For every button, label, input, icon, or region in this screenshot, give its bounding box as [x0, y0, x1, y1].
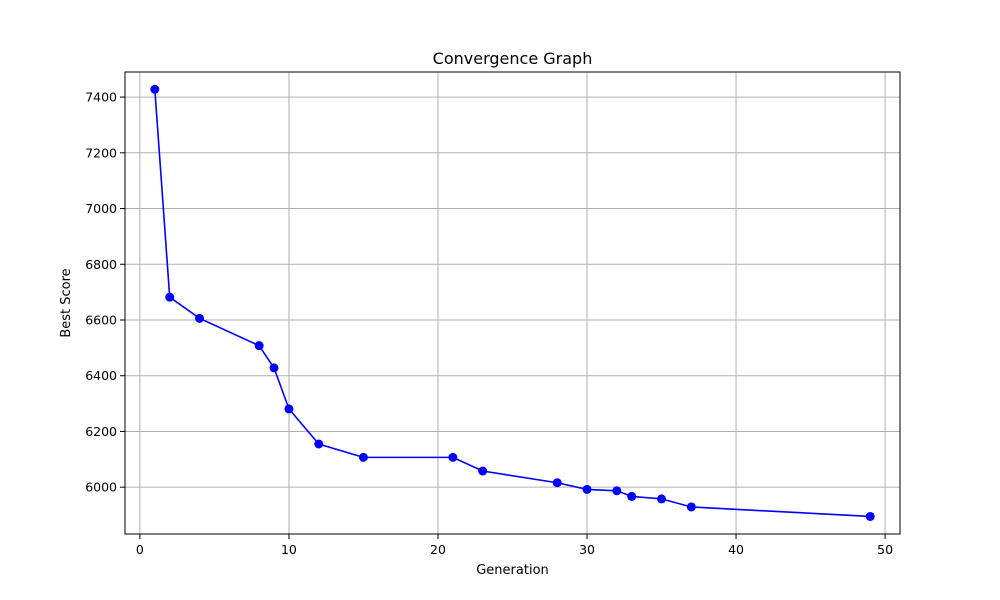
x-tick-label: 50: [877, 542, 893, 557]
data-point: [269, 363, 279, 373]
data-point: [195, 313, 205, 323]
data-point: [284, 404, 294, 414]
data-point: [448, 452, 458, 462]
y-tick-label: 6400: [85, 368, 117, 383]
data-point: [686, 502, 696, 512]
x-tick-label: 20: [430, 542, 446, 557]
y-axis-label: Best Score: [59, 268, 74, 337]
plot-area-frame: [124, 71, 901, 535]
data-point: [150, 84, 160, 94]
y-tick-label: 6600: [85, 312, 117, 327]
data-points: [150, 84, 875, 521]
x-tick-label: 30: [579, 542, 595, 557]
data-point: [165, 292, 175, 302]
y-tick-label: 7200: [85, 145, 117, 160]
x-tick-label: 0: [136, 542, 144, 557]
y-tick-label: 6800: [85, 257, 117, 272]
data-point: [865, 511, 875, 521]
series-line: [154, 89, 871, 518]
chart-title: Convergence Graph: [433, 49, 593, 68]
data-point: [358, 452, 368, 462]
x-tick-label: 10: [281, 542, 297, 557]
data-point: [314, 439, 324, 449]
y-tick-label: 7400: [85, 90, 117, 105]
y-tick-label: 6000: [85, 480, 117, 495]
x-tick-label: 40: [728, 542, 744, 557]
y-axis-ticks: 6000 6200 6400 6600 6800 7000 7200 7400: [85, 90, 125, 495]
data-point: [478, 466, 488, 476]
x-axis-label: Generation: [476, 563, 549, 578]
data-point: [582, 484, 592, 494]
data-point: [254, 341, 264, 351]
y-tick-label: 6200: [85, 424, 117, 439]
y-tick-label: 7000: [85, 201, 117, 216]
data-point: [552, 478, 562, 488]
data-point: [657, 494, 667, 504]
x-axis-ticks: 0 10 20 30 40 50: [136, 534, 893, 557]
series-line-group: [154, 89, 871, 518]
data-point: [612, 486, 622, 496]
grid: [125, 72, 900, 534]
data-point: [627, 491, 637, 501]
